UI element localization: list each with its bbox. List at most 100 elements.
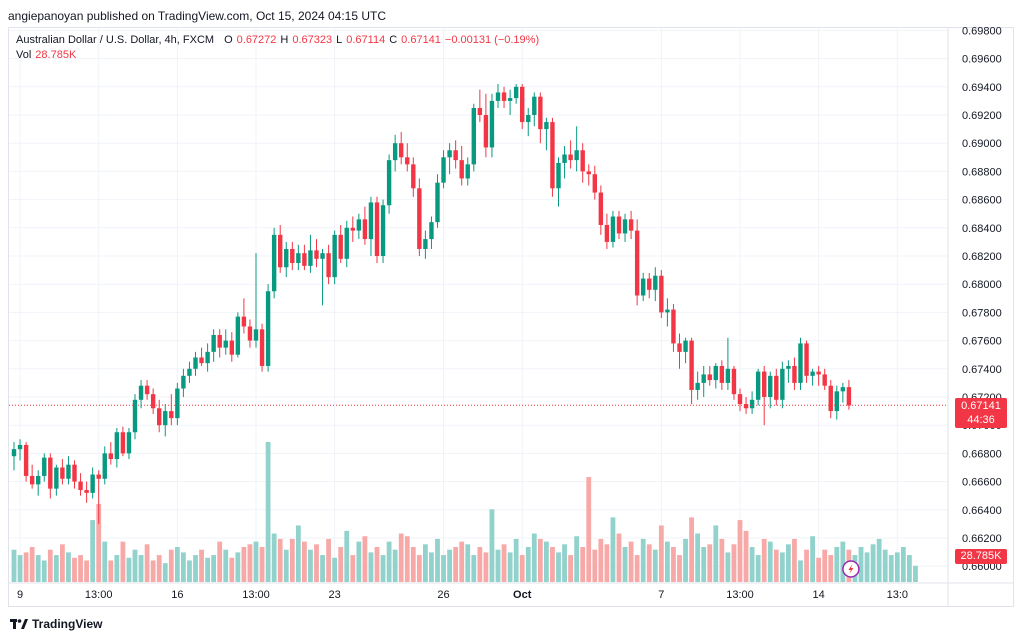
- volume-bar: [41, 560, 47, 582]
- last-price-value: 0.67141: [961, 400, 1001, 412]
- legend-vol-label[interactable]: Vol: [16, 49, 32, 61]
- volume-tag: 28.785K: [955, 549, 1007, 564]
- volume-bar: [773, 549, 779, 582]
- volume-bar: [713, 525, 719, 582]
- volume-bar: [156, 555, 162, 582]
- volume-bar: [574, 536, 580, 582]
- volume-bar: [743, 530, 749, 582]
- volume-bar: [864, 552, 870, 582]
- volume-bar: [501, 544, 507, 582]
- volume-bar: [138, 555, 144, 582]
- legend-open-value: 0.67272: [236, 34, 277, 46]
- candle-body: [423, 239, 428, 249]
- volume-bar: [217, 541, 223, 582]
- volume-bar: [416, 555, 422, 582]
- candle-body: [435, 182, 440, 223]
- volume-bar: [537, 538, 543, 582]
- volume-bar: [289, 538, 295, 582]
- x-tick-label: 13:0: [887, 589, 908, 601]
- candle-body: [471, 107, 476, 165]
- volume-bar: [550, 547, 555, 582]
- legend-low-label: L: [336, 34, 343, 46]
- volume-bar: [507, 552, 513, 582]
- y-tick-label: 0.69600: [962, 54, 1002, 66]
- volume-bar: [610, 517, 616, 582]
- candle-body: [677, 343, 682, 352]
- legend-high-label: H: [280, 34, 289, 46]
- candle-body: [804, 343, 809, 376]
- candle-body: [556, 162, 561, 189]
- candle-body: [241, 316, 247, 327]
- candle-body: [108, 453, 113, 460]
- volume-bar: [332, 557, 338, 582]
- volume-bar: [749, 547, 755, 582]
- candle-body: [634, 230, 640, 296]
- candle-body: [659, 275, 664, 313]
- candle-body: [211, 334, 216, 352]
- volume-bar: [265, 442, 271, 582]
- legend-volume-row: Vol 28.785K: [16, 49, 539, 64]
- candle-body: [175, 388, 180, 419]
- volume-bar: [205, 557, 210, 582]
- volume-bar: [471, 555, 477, 582]
- volume-bar: [295, 525, 301, 582]
- candle-body: [320, 253, 325, 259]
- volume-bar: [60, 544, 65, 582]
- volume-bar: [531, 533, 537, 582]
- candle-body: [641, 278, 646, 296]
- candle-body: [302, 253, 307, 266]
- volume-bar: [199, 549, 204, 582]
- candle-body: [181, 375, 186, 389]
- candle-body: [840, 387, 846, 392]
- candle-body: [780, 368, 785, 400]
- y-tick-label: 0.69800: [962, 25, 1002, 37]
- volume-bar: [108, 560, 114, 582]
- candle-body: [66, 464, 71, 479]
- volume-bar: [840, 541, 846, 582]
- y-tick-label: 0.67800: [962, 307, 1002, 319]
- candle-body: [647, 278, 652, 290]
- candle-body: [592, 174, 597, 193]
- volume-bar: [900, 547, 906, 582]
- volume-bar: [181, 552, 186, 582]
- candle-body: [719, 365, 725, 383]
- volume-bar: [683, 538, 688, 582]
- volume-bar: [894, 552, 900, 582]
- candle-body: [126, 432, 132, 454]
- candle-body: [429, 222, 434, 240]
- candle-body: [150, 394, 156, 409]
- volume-bar: [187, 560, 192, 582]
- candle-body: [707, 374, 712, 381]
- candle-body: [350, 227, 355, 231]
- volume-bar: [11, 549, 17, 582]
- volume-bar: [23, 552, 29, 582]
- candle-body: [459, 160, 464, 179]
- candle-body: [344, 227, 349, 259]
- candle-body: [120, 432, 126, 454]
- volume-bar: [834, 547, 840, 582]
- candle-body: [163, 411, 168, 426]
- volume-bar: [53, 555, 59, 582]
- y-tick-label: 0.69000: [962, 138, 1002, 150]
- footer-brand[interactable]: TradingView: [32, 617, 103, 631]
- volume-bar: [78, 555, 83, 582]
- candle-body: [102, 453, 107, 479]
- volume-bar: [810, 536, 815, 582]
- volume-bar: [568, 555, 573, 582]
- volume-bar: [652, 549, 658, 582]
- x-tick-label: 16: [171, 589, 183, 601]
- volume-bar: [556, 552, 561, 582]
- y-tick-label: 0.68400: [962, 223, 1002, 235]
- volume-bar: [640, 538, 646, 582]
- candle-body: [392, 143, 398, 161]
- volume-bar: [459, 541, 465, 582]
- legend-symbol[interactable]: Australian Dollar / U.S. Dollar, 4h, FXC…: [16, 34, 215, 46]
- candle-body: [144, 385, 150, 395]
- candle-body: [489, 100, 495, 148]
- volume-bar: [888, 555, 894, 582]
- candle-body: [447, 150, 452, 158]
- legend-low-value: 0.67114: [346, 34, 386, 46]
- volume-bar: [386, 541, 392, 582]
- volume-bar: [362, 536, 368, 582]
